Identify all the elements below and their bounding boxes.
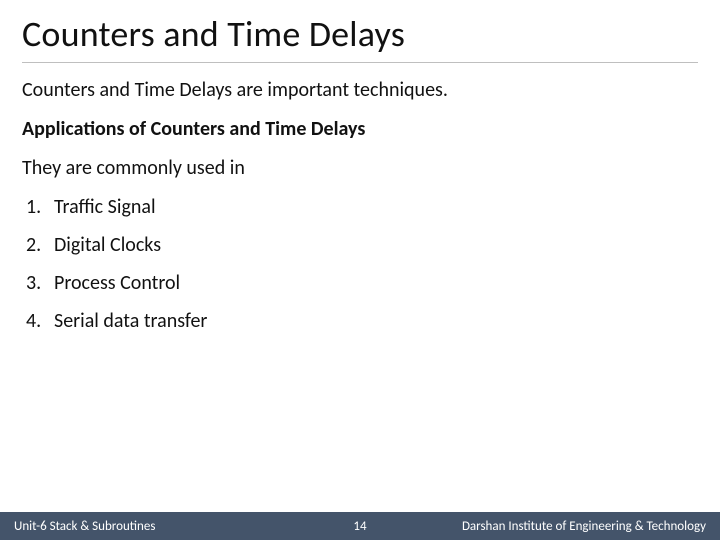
list-number: 1. bbox=[26, 195, 54, 219]
intro-text: Counters and Time Delays are important t… bbox=[22, 77, 698, 103]
list-item: 2. Digital Clocks bbox=[26, 233, 698, 257]
list-number: 2. bbox=[26, 233, 54, 257]
list-text: Traffic Signal bbox=[54, 195, 156, 219]
footer-page-number: 14 bbox=[353, 519, 366, 534]
list-text: Digital Clocks bbox=[54, 233, 161, 257]
list-number: 3. bbox=[26, 271, 54, 295]
list-text: Serial data transfer bbox=[54, 309, 207, 333]
list-item: 1. Traffic Signal bbox=[26, 195, 698, 219]
footer-unit: Unit-6 Stack & Subroutines bbox=[14, 519, 155, 534]
applications-list: 1. Traffic Signal 2. Digital Clocks 3. P… bbox=[22, 195, 698, 333]
list-number: 4. bbox=[26, 309, 54, 333]
applications-subheading: Applications of Counters and Time Delays bbox=[22, 117, 698, 141]
slide-footer: Unit-6 Stack & Subroutines 14 Darshan In… bbox=[0, 512, 720, 540]
list-item: 4. Serial data transfer bbox=[26, 309, 698, 333]
list-item: 3. Process Control bbox=[26, 271, 698, 295]
footer-institute: Darshan Institute of Engineering & Techn… bbox=[462, 519, 706, 534]
slide-title: Counters and Time Delays bbox=[22, 12, 698, 63]
lead-in-text: They are commonly used in bbox=[22, 155, 698, 181]
slide: Counters and Time Delays Counters and Ti… bbox=[0, 0, 720, 540]
list-text: Process Control bbox=[54, 271, 180, 295]
